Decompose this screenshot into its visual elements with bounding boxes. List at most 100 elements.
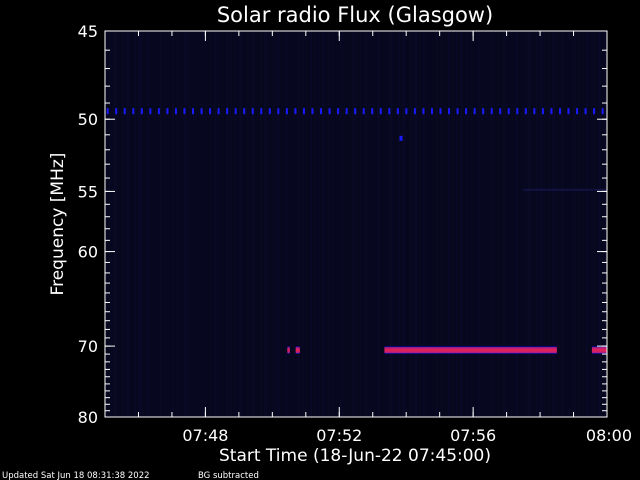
dotted-line-mark (448, 108, 451, 115)
plot-area (104, 30, 608, 418)
noise-stripe (109, 31, 112, 417)
noise-stripe (238, 31, 242, 417)
dotted-line-mark (166, 108, 169, 115)
noise-stripe (330, 31, 332, 417)
noise-stripe (435, 31, 438, 417)
emission-segment (287, 346, 290, 355)
dotted-line-mark (200, 108, 203, 115)
noise-stripe (176, 31, 180, 417)
noise-stripe (556, 31, 558, 417)
noise-stripe (343, 31, 345, 417)
dotted-line-mark (567, 108, 570, 115)
noise-band (523, 188, 607, 191)
noise-stripe (397, 31, 400, 417)
dotted-line-mark (174, 108, 177, 115)
dotted-line-mark (302, 108, 305, 115)
noise-stripe (351, 31, 355, 417)
noise-stripe (151, 31, 155, 417)
noise-stripe (268, 31, 270, 417)
dotted-line-mark (473, 108, 476, 115)
dotted-line-mark (217, 108, 220, 115)
dotted-line-mark (106, 108, 109, 115)
y-tick-label: 50 (78, 110, 98, 129)
noise-stripe (113, 31, 117, 417)
y-tick-label: 55 (78, 182, 98, 201)
dotted-line-mark (396, 108, 399, 115)
y-tick-label: 45 (78, 22, 98, 41)
noise-stripe (427, 31, 431, 417)
noise-stripe (272, 31, 275, 417)
x-axis-label: Start Time (18-Jun-22 07:45:00) (219, 446, 491, 466)
chart-title: Solar radio Flux (Glasgow) (217, 3, 493, 27)
dotted-line-mark (533, 108, 536, 115)
dotted-line-mark (354, 108, 357, 115)
noise-stripe (468, 31, 470, 417)
noise-stripe (372, 31, 375, 417)
dotted-line-mark (234, 108, 237, 115)
dotted-line-mark (388, 108, 391, 115)
noise-stripe (276, 31, 280, 417)
dotted-line-mark (268, 108, 271, 115)
x-tick-label: 07:48 (182, 426, 228, 445)
noise-stripe (335, 31, 338, 417)
noise-stripe (410, 31, 413, 417)
noise-stripe (548, 31, 551, 417)
emission-segment (384, 346, 557, 355)
noise-stripe (180, 31, 182, 417)
dotted-line-mark (456, 108, 459, 115)
noise-stripe (535, 31, 538, 417)
updated-timestamp: Updated Sat Jun 18 08:31:38 2022 (2, 471, 150, 480)
noise-stripe (314, 31, 318, 417)
noise-stripe (406, 31, 408, 417)
dotted-line-mark (371, 108, 374, 115)
noise-stripe (489, 31, 493, 417)
y-axis: 45 50 55 60 70 80 (78, 22, 607, 427)
noise-stripe (284, 31, 287, 417)
noise-stripe (443, 31, 445, 417)
noise-stripe (573, 31, 576, 417)
noise-stripe (389, 31, 393, 417)
dotted-line-mark (524, 108, 527, 115)
noise-stripe (142, 31, 144, 417)
noise-stripe (364, 31, 368, 417)
dotted-line-mark (584, 108, 587, 115)
dotted-line-mark (209, 108, 212, 115)
noise-stripe (134, 31, 137, 417)
noise-stripe (259, 31, 262, 417)
noise-stripe (217, 31, 219, 417)
noise-stripe (460, 31, 463, 417)
isolated-dot (399, 135, 403, 141)
noise-stripe (523, 31, 526, 417)
noise-stripe (209, 31, 212, 417)
y-axis-label: Frequency [MHz] (48, 153, 68, 296)
dotted-line-mark (123, 108, 126, 115)
noise-stripe (368, 31, 370, 417)
noise-stripe (431, 31, 433, 417)
dotted-line-mark (115, 108, 118, 115)
noise-stripe (506, 31, 508, 417)
dotted-line-mark (328, 108, 331, 115)
dotted-line-mark (132, 108, 135, 115)
noise-stripe (402, 31, 406, 417)
x-tick-label: 08:00 (586, 426, 632, 445)
dotted-line-mark (430, 108, 433, 115)
noise-stripe (544, 31, 546, 417)
noise-stripe (159, 31, 162, 417)
noise-stripe (418, 31, 420, 417)
noise-stripe (318, 31, 320, 417)
noise-stripe (594, 31, 596, 417)
noise-stripe (213, 31, 217, 417)
noise-stripe (222, 31, 225, 417)
dotted-line-mark (490, 108, 493, 115)
dotted-line-mark (405, 108, 408, 115)
noise-stripe (590, 31, 594, 417)
dotted-line-mark (140, 108, 143, 115)
noise-stripe (339, 31, 343, 417)
noise-stripe (121, 31, 124, 417)
noise-stripe (456, 31, 458, 417)
noise-stripe (125, 31, 129, 417)
noise-stripe (301, 31, 305, 417)
noise-stripe (439, 31, 443, 417)
noise-stripe (481, 31, 483, 417)
noise-stripe (171, 31, 174, 417)
